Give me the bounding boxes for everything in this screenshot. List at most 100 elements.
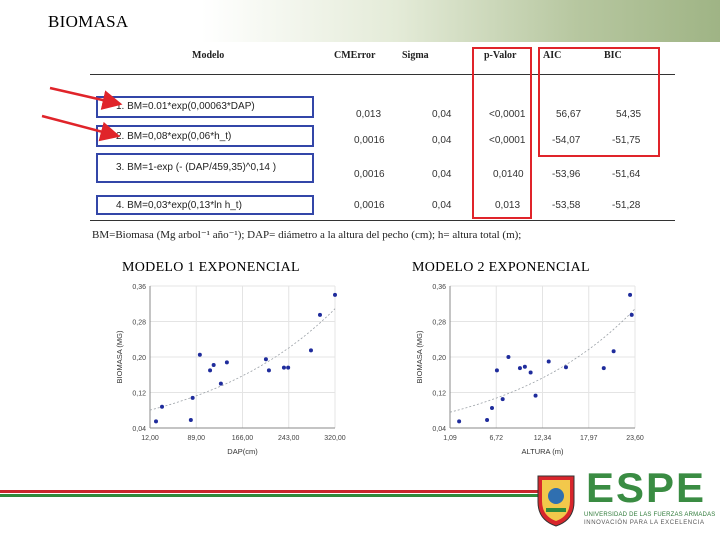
data-point: [506, 355, 511, 359]
y-axis-label: BIOMASA (MG): [115, 330, 124, 383]
data-point: [266, 368, 271, 373]
y-tick-label: 0,20: [132, 355, 146, 362]
data-point: [286, 365, 291, 370]
data-point: [208, 368, 213, 373]
slide-title: BIOMASA: [48, 12, 129, 31]
table-row-3-formula: 3. BM=1-exp (- (DAP/459,35)^0,14 ): [116, 162, 277, 173]
table-row-2-bic: -51,75: [612, 135, 641, 146]
chart-2-title: MODELO 2 EXPONENCIAL: [412, 260, 590, 275]
table-row-3-aic: -53,96: [552, 169, 581, 180]
university-name: UNIVERSIDAD DE LAS FUERZAS ARMADAS: [584, 512, 716, 518]
table-footnote: BM=Biomasa (Mg arbol⁻¹ año⁻¹); DAP= diám…: [92, 229, 522, 241]
table-row-4-cmerror: 0,0016: [354, 200, 385, 211]
data-point: [517, 366, 522, 371]
table-row-1-aic: 56,67: [556, 109, 582, 120]
data-point: [154, 419, 159, 424]
table-row-3-pvalor: 0,0140: [493, 169, 524, 180]
x-tick-label: 1,09: [443, 435, 457, 442]
data-point: [546, 359, 551, 364]
data-point: [188, 418, 193, 423]
data-point: [224, 360, 229, 365]
table-header-rule: [90, 74, 675, 75]
data-point: [611, 349, 616, 354]
data-point: [457, 419, 462, 424]
highlight-box-pvalor: [472, 47, 532, 219]
y-tick-label: 0,36: [132, 284, 146, 291]
university-tagline: INNOVACIÓN PARA LA EXCELENCIA: [584, 520, 705, 526]
data-point: [263, 357, 268, 362]
table-row-1-pvalor: <0,0001: [489, 109, 526, 120]
header-pvalor: p-Valor: [484, 50, 517, 61]
table-row-4-sigma: 0,04: [432, 200, 452, 211]
table-row-2-sigma: 0,04: [432, 135, 452, 146]
data-point: [522, 364, 527, 369]
x-tick-label: 12,34: [534, 435, 552, 442]
y-tick-label: 0,12: [132, 391, 146, 398]
table-row-4-pvalor: 0,013: [495, 200, 521, 211]
data-point: [218, 381, 223, 386]
y-tick-label: 0,12: [432, 391, 446, 398]
data-point: [563, 365, 568, 370]
espe-logo: ESPE UNIVERSIDAD DE LAS FUERZAS ARMADAS …: [528, 462, 720, 536]
trend-line: [449, 308, 636, 413]
header-band: [0, 0, 720, 42]
table-row-2-cmerror: 0,0016: [354, 135, 385, 146]
chart-1-title: MODELO 1 EXPONENCIAL: [122, 260, 300, 275]
data-point: [601, 366, 606, 371]
table-row-4-formula: 4. BM=0,03*exp(0,13*ln h_t): [116, 200, 242, 211]
table-row-3-sigma: 0,04: [432, 169, 452, 180]
y-tick-label: 0,20: [432, 355, 446, 362]
data-point: [494, 368, 499, 373]
footer-stripe-red: [0, 490, 540, 493]
header-bic: BIC: [604, 50, 622, 61]
x-axis-label: ALTURA (m): [522, 447, 564, 456]
data-point: [333, 292, 337, 297]
y-tick-label: 0,28: [432, 320, 446, 327]
data-point: [533, 393, 538, 398]
header-aic: AIC: [543, 50, 562, 61]
data-point: [211, 362, 216, 367]
x-tick-label: 17,97: [580, 435, 598, 442]
data-point: [489, 406, 494, 411]
footer-stripe-green: [0, 494, 540, 497]
table-row-1-bic: 54,35: [616, 109, 642, 120]
table-row-3-cmerror: 0,0016: [354, 169, 385, 180]
highlight-box-model-1: [96, 96, 314, 118]
data-point: [308, 348, 313, 353]
highlight-box-model-3: [96, 153, 314, 183]
table-row-4-aic: -53,58: [552, 200, 581, 211]
header-sigma: Sigma: [402, 50, 429, 61]
header-cmerror: CMError: [334, 50, 376, 61]
scatter-chart-2: 0,04 0,12 0,20 0,28 0,36 1,09 6,72 12,34 17,97 23…: [415, 284, 644, 456]
data-point: [281, 365, 286, 370]
table-row-2-pvalor: <0,0001: [489, 135, 526, 146]
data-point: [317, 312, 322, 317]
x-tick-label: 320,00: [324, 435, 346, 442]
y-tick-label: 0,04: [432, 426, 446, 433]
arrow-to-model-2: [41, 114, 121, 142]
x-tick-label: 12,00: [141, 435, 159, 442]
table-row-1-sigma: 0,04: [432, 109, 452, 120]
highlight-box-aic-bic: [538, 47, 660, 157]
data-point: [500, 397, 505, 402]
x-tick-label: 166,00: [232, 435, 254, 442]
x-tick-label: 89,00: [187, 435, 205, 442]
x-tick-label: 6,72: [489, 435, 503, 442]
espe-wordmark: ESPE: [586, 464, 707, 511]
data-point: [160, 404, 165, 409]
y-tick-label: 0,28: [132, 320, 146, 327]
x-tick-label: 243,00: [278, 435, 300, 442]
trend-line: [149, 308, 336, 411]
highlight-box-model-2: [96, 125, 314, 147]
table-row-2-aic: -54,07: [552, 135, 581, 146]
table-row-3-bic: -51,64: [612, 169, 641, 180]
header-modelo: Modelo: [192, 50, 225, 61]
data-point: [190, 395, 195, 400]
table-row-1-cmerror: 0,013: [356, 109, 382, 120]
x-tick-label: 23,60: [626, 435, 644, 442]
data-point: [485, 418, 490, 423]
y-tick-label: 0,04: [132, 426, 146, 433]
y-axis-label: BIOMASA (MG): [415, 330, 424, 383]
x-axis-label: DAP(cm): [227, 447, 258, 456]
